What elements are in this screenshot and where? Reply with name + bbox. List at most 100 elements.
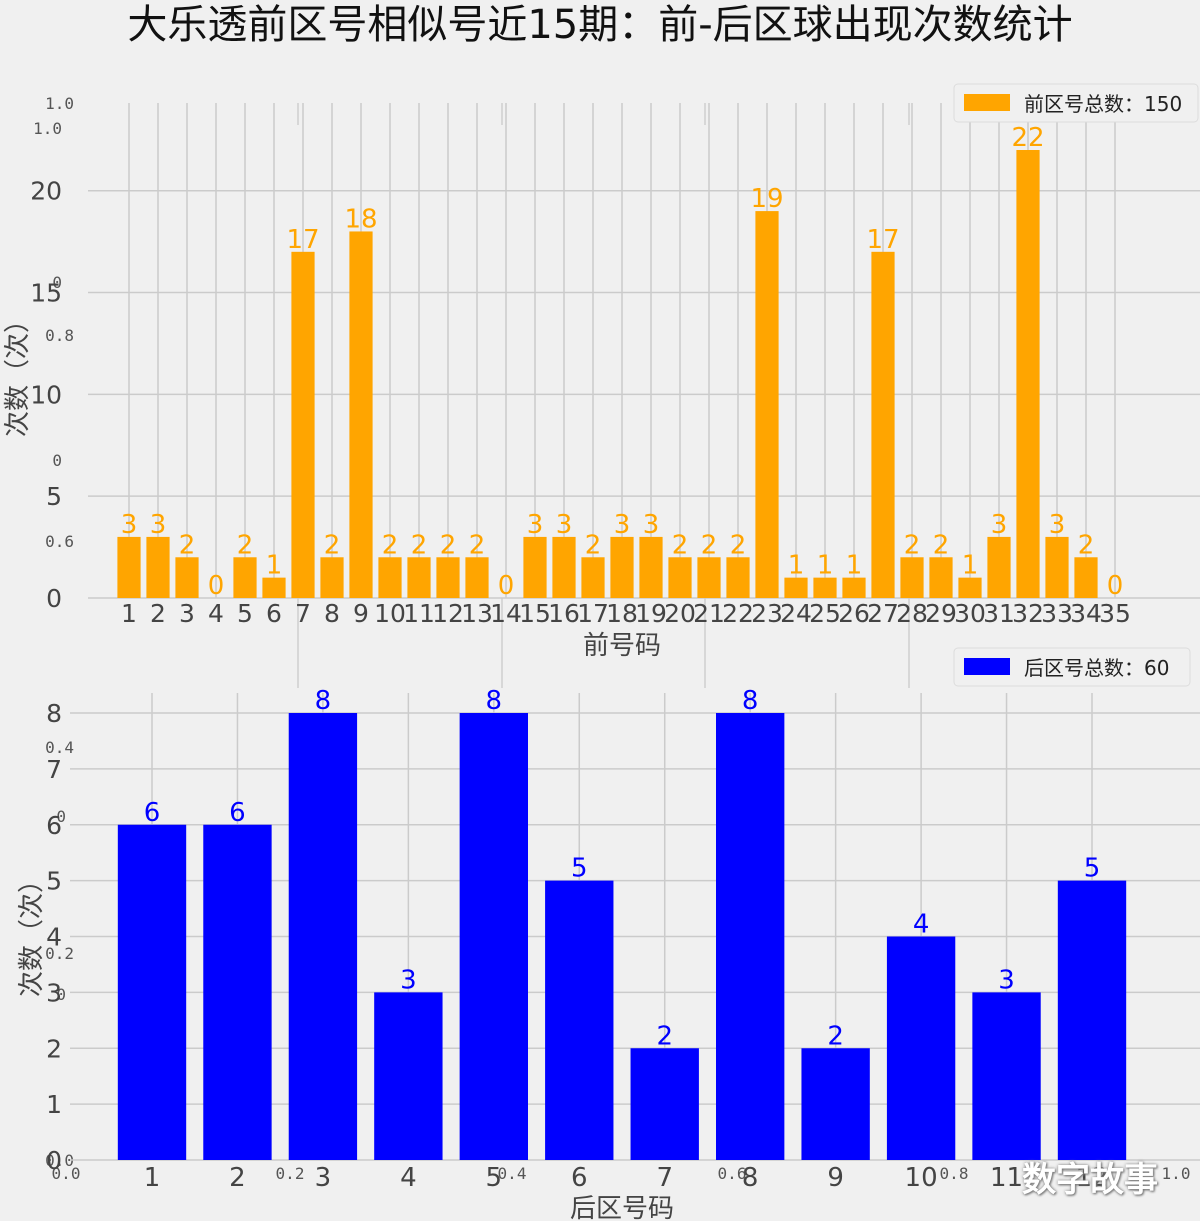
x-tick-label: 21 — [693, 599, 725, 628]
x-tick-label: 11 — [990, 1163, 1023, 1193]
bar-value-label: 4 — [913, 910, 930, 940]
bar-value-label: 8 — [742, 686, 759, 716]
y-tick-label: 0 — [46, 1146, 62, 1175]
x-tick-label: 13 — [461, 599, 493, 628]
bar — [801, 1048, 870, 1160]
bg-ytick-label: 0.2 — [45, 944, 74, 963]
bar — [972, 992, 1041, 1160]
x-tick-label: 9 — [827, 1163, 844, 1193]
bg-xtick-label: 1.0 — [1162, 1164, 1191, 1183]
bar — [716, 713, 785, 1160]
bar — [697, 557, 721, 598]
x-tick-label: 15 — [519, 599, 551, 628]
bar — [929, 557, 953, 598]
x-tick-label: 18 — [606, 599, 638, 628]
bar — [842, 577, 866, 598]
bar-value-label: 2 — [382, 530, 399, 560]
x-tick-label: 16 — [548, 599, 580, 628]
bar-value-label: 3 — [998, 965, 1015, 995]
bar-value-label: 2 — [656, 1021, 673, 1051]
bar-value-label: 2 — [904, 530, 921, 560]
x-tick-label: 8 — [742, 1163, 759, 1193]
x-tick-label: 34 — [1070, 599, 1102, 628]
legend-box — [953, 647, 1191, 687]
bar-value-label: 1 — [266, 551, 283, 581]
y-tick-label: 10 — [30, 380, 62, 409]
bar — [459, 713, 528, 1160]
y-tick-label: 6 — [46, 811, 62, 840]
bg-xtick-label: 0.6 — [718, 1164, 747, 1183]
bar — [581, 557, 605, 598]
x-tick-label: 25 — [809, 599, 841, 628]
bar-value-label: 5 — [1084, 854, 1101, 884]
bar — [465, 557, 489, 598]
bar — [552, 536, 576, 598]
bar-value-label: 6 — [144, 798, 161, 828]
bg-ytick-label: 0.6 — [45, 532, 74, 551]
legend-swatch — [964, 94, 1010, 111]
bar — [755, 211, 779, 598]
bar-value-label: 1 — [788, 551, 805, 581]
bar-value-label: 3 — [527, 510, 544, 540]
x-tick-label: 19 — [635, 599, 667, 628]
bar-value-label: 2 — [324, 530, 341, 560]
y-tick-label: 0 — [46, 584, 62, 613]
bar-value-label: 2 — [179, 530, 196, 560]
bar-value-label: 3 — [556, 510, 573, 540]
y-tick-label: 4 — [46, 923, 62, 952]
x-tick-label: 35 — [1099, 599, 1131, 628]
bar-value-label: 3 — [643, 510, 660, 540]
bg-inner-tick-label: 0 — [52, 273, 62, 292]
legend-label: 前区号总数：150 — [1024, 92, 1182, 116]
y-tick-label: 3 — [46, 978, 62, 1007]
bar — [407, 557, 431, 598]
x-tick-label: 2 — [229, 1163, 246, 1193]
page-title: 大乐透前区号相似号近15期：前-后区球出现次数统计 — [127, 2, 1073, 48]
x-tick-label: 6 — [266, 599, 282, 628]
bar — [668, 557, 692, 598]
bar-value-label: 2 — [1078, 530, 1095, 560]
legend-box — [953, 83, 1199, 123]
x-tick-label: 12 — [1075, 1163, 1108, 1193]
bar-value-label: 8 — [486, 686, 503, 716]
bar-value-label: 2 — [469, 530, 486, 560]
bar-value-label: 17 — [286, 225, 319, 255]
bar — [1057, 880, 1127, 1160]
bar-value-label: 0 — [498, 571, 515, 601]
legend: 后区号总数：60 — [953, 647, 1191, 687]
bar-value-label: 2 — [701, 530, 718, 560]
x-tick-label: 2 — [150, 599, 166, 628]
bar-value-label: 1 — [817, 551, 834, 581]
bar-value-label: 2 — [730, 530, 747, 560]
x-tick-label: 7 — [295, 599, 311, 628]
bar-value-label: 0 — [208, 571, 225, 601]
y-axis-label: 次数（次） — [17, 867, 47, 997]
bar-value-label: 3 — [121, 510, 138, 540]
x-tick-label: 10 — [905, 1163, 938, 1193]
x-tick-label: 4 — [400, 1163, 417, 1193]
bar — [639, 536, 663, 598]
bar-value-label: 2 — [827, 1021, 844, 1051]
y-tick-label: 1 — [46, 1090, 62, 1119]
bar — [958, 577, 982, 598]
bg-xtick-label: 0.0 — [52, 1164, 81, 1183]
bg-ytick-label: 0.0 — [45, 1151, 74, 1170]
x-tick-label: 32 — [1012, 599, 1044, 628]
y-tick-label: 15 — [30, 279, 62, 308]
bg-xtick-label: 0.8 — [940, 1164, 969, 1183]
bar — [784, 577, 808, 598]
bar — [900, 557, 924, 598]
bar-value-label: 19 — [750, 184, 783, 214]
y-tick-label: 8 — [46, 699, 62, 728]
x-tick-label: 26 — [838, 599, 870, 628]
x-tick-label: 9 — [353, 599, 369, 628]
x-tick-label: 30 — [954, 599, 986, 628]
bar — [1045, 536, 1069, 598]
bg-ytick-label: 1.0 — [45, 94, 74, 113]
bar-value-label: 3 — [150, 510, 167, 540]
legend-label: 后区号总数：60 — [1024, 656, 1169, 680]
y-tick-label: 20 — [30, 177, 62, 206]
x-tick-label: 3 — [315, 1163, 332, 1193]
x-tick-label: 7 — [656, 1163, 673, 1193]
bar — [813, 577, 837, 598]
